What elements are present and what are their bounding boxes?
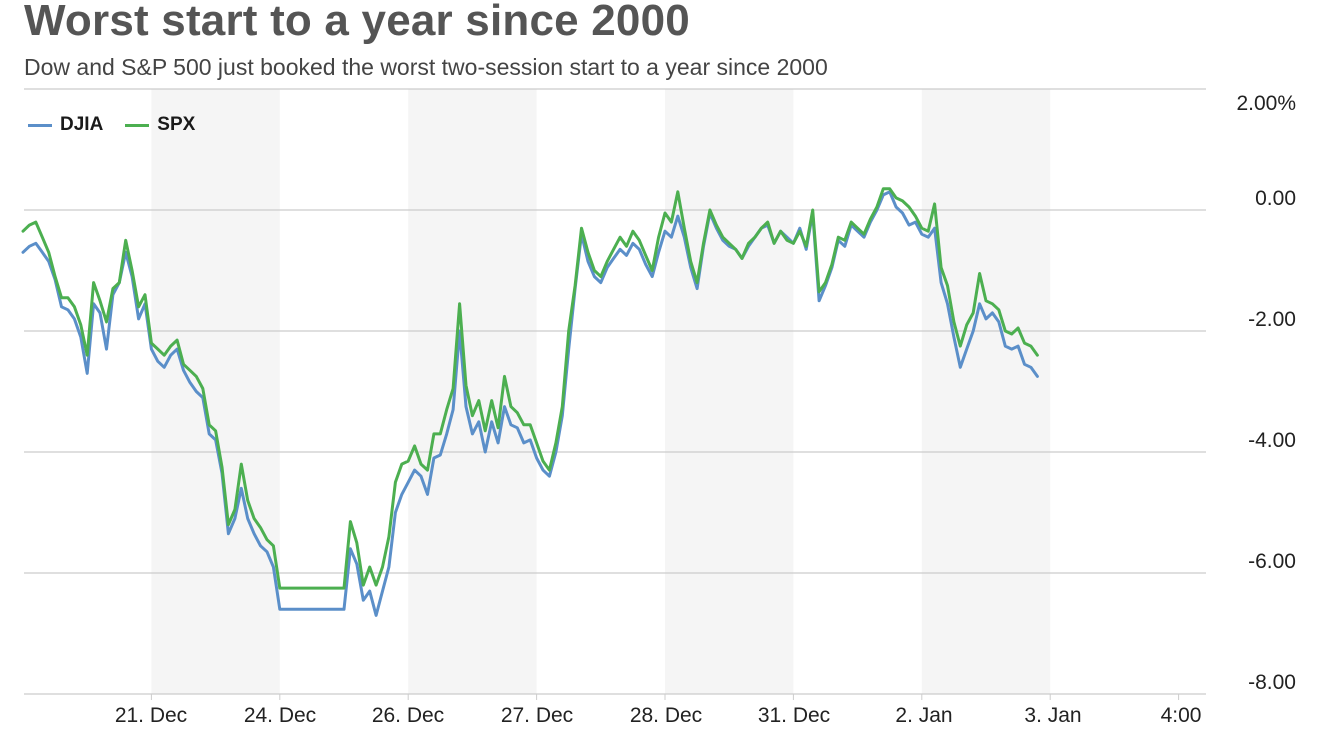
x-tick-label: 3. Jan: [1024, 704, 1082, 727]
shaded-session-band: [921, 89, 1051, 694]
y-tick-label: -2.00: [1248, 308, 1296, 331]
legend-label-djia: DJIA: [60, 114, 104, 135]
shaded-session-band: [665, 89, 794, 694]
y-tick-label: -4.00: [1248, 429, 1296, 452]
x-tick-label: 24. Dec: [243, 704, 317, 727]
y-tick-label: 2.00%: [1236, 92, 1296, 115]
shaded-session-band: [151, 89, 280, 694]
chart-legend: DJIA SPX: [28, 114, 195, 136]
spx-swatch-icon: [125, 123, 150, 127]
y-tick-label: 0.00: [1255, 187, 1296, 210]
x-tick-label: 31. Dec: [757, 704, 831, 727]
x-axis-ticks: [150, 694, 1180, 700]
legend-item-djia[interactable]: DJIA: [28, 114, 103, 136]
y-tick-label: -6.00: [1248, 550, 1296, 573]
x-tick-label: 27. Dec: [500, 704, 574, 727]
x-tick-label: 4:00: [1160, 704, 1202, 727]
x-tick-label: 21. Dec: [114, 704, 188, 727]
legend-item-spx[interactable]: SPX: [125, 114, 195, 136]
chart-title: Worst start to a year since 2000: [24, 0, 690, 45]
x-tick-label: 28. Dec: [629, 704, 703, 727]
spx-line[interactable]: [21, 187, 1039, 590]
chart-subtitle: Dow and S&P 500 just booked the worst tw…: [24, 54, 828, 80]
y-tick-label: -8.00: [1248, 671, 1296, 694]
shaded-session-band: [408, 89, 537, 694]
x-tick-label: 2. Jan: [895, 704, 953, 727]
shaded-bands: [151, 89, 1051, 694]
legend-label-spx: SPX: [157, 114, 196, 135]
djia-swatch-icon: [28, 123, 52, 127]
x-tick-label: 26. Dec: [371, 704, 445, 727]
gridlines: [24, 88, 1206, 695]
